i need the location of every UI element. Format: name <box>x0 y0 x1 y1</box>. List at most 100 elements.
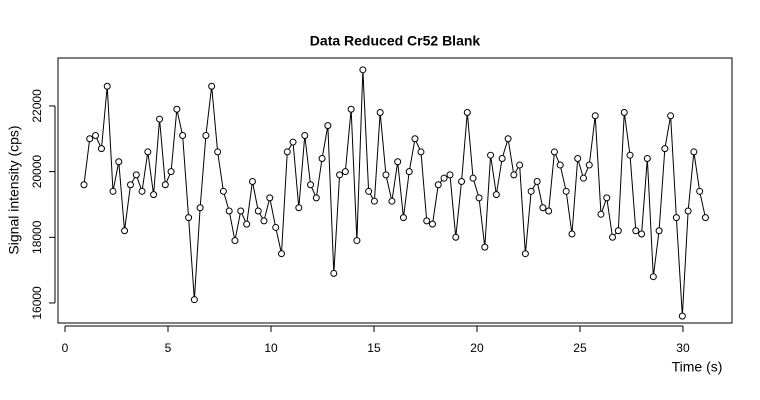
data-point <box>539 204 547 212</box>
data-point <box>603 194 611 202</box>
data-point <box>260 217 268 225</box>
data-point <box>91 131 99 139</box>
x-tick-label: 30 <box>676 341 690 355</box>
x-tick-label: 25 <box>573 341 587 355</box>
data-point <box>672 214 680 222</box>
data-point <box>405 168 413 176</box>
data-point <box>643 154 651 162</box>
data-point <box>632 227 640 235</box>
data-point <box>370 197 378 205</box>
data-point <box>376 109 384 117</box>
data-point <box>701 214 709 222</box>
data-point <box>115 158 123 166</box>
data-point <box>579 174 587 182</box>
data-point <box>492 191 500 199</box>
data-point <box>434 181 442 189</box>
data-point <box>156 115 164 123</box>
data-point <box>97 145 105 153</box>
data-point <box>638 230 646 238</box>
data-point <box>121 227 129 235</box>
data-point <box>591 112 599 120</box>
data-point <box>417 148 425 156</box>
data-point <box>237 207 245 215</box>
data-point <box>307 181 315 189</box>
y-tick-label: 22000 <box>30 89 44 123</box>
data-point <box>626 151 634 159</box>
data-point <box>469 174 477 182</box>
data-point <box>690 148 698 156</box>
data-point <box>655 227 663 235</box>
data-point <box>161 181 169 189</box>
x-tick-label: 0 <box>62 341 69 355</box>
data-point <box>458 177 466 185</box>
data-point <box>487 151 495 159</box>
x-axis-label: Time (s) <box>672 359 723 375</box>
data-point <box>597 210 605 218</box>
data-point <box>667 112 675 120</box>
data-point <box>289 138 297 146</box>
data-point <box>179 131 187 139</box>
data-point <box>324 122 332 130</box>
data-point <box>388 197 396 205</box>
data-point <box>498 154 506 162</box>
data-point <box>266 194 274 202</box>
data-point <box>173 105 181 113</box>
data-point <box>208 82 216 90</box>
data-point <box>481 243 489 251</box>
data-point <box>504 135 512 143</box>
chart-title: Data Reduced Cr52 Blank <box>310 33 481 49</box>
data-point <box>248 177 256 185</box>
data-point <box>568 230 576 238</box>
data-point <box>440 174 448 182</box>
data-point <box>219 187 227 195</box>
data-point <box>359 66 367 74</box>
plot-box <box>57 57 733 324</box>
data-point <box>562 187 570 195</box>
y-axis-label: Signal intensity (cps) <box>6 125 22 254</box>
data-point <box>301 131 309 139</box>
data-point <box>609 233 617 241</box>
data-point <box>109 187 117 195</box>
data-point <box>574 154 582 162</box>
data-point <box>318 154 326 162</box>
y-tick-label: 18000 <box>30 220 44 254</box>
data-point <box>214 148 222 156</box>
data-point <box>684 207 692 215</box>
data-point <box>614 227 622 235</box>
data-point <box>231 237 239 245</box>
data-point <box>463 109 471 117</box>
data-point <box>341 168 349 176</box>
data-point <box>382 171 390 179</box>
y-tick-label: 16000 <box>30 286 44 320</box>
x-tick-label: 10 <box>264 341 278 355</box>
data-point <box>243 220 251 228</box>
data-point <box>423 217 431 225</box>
data-point <box>190 296 198 304</box>
data-point <box>353 237 361 245</box>
data-point <box>649 273 657 281</box>
data-point <box>185 214 193 222</box>
data-point <box>103 82 111 90</box>
data-point <box>510 171 518 179</box>
data-point <box>452 233 460 241</box>
y-tick-label: 20000 <box>30 155 44 189</box>
data-point <box>428 220 436 228</box>
data-point <box>446 171 454 179</box>
data-point <box>144 148 152 156</box>
data-point <box>272 223 280 231</box>
data-point <box>225 207 233 215</box>
data-point <box>295 204 303 212</box>
data-point <box>661 145 669 153</box>
data-point <box>550 148 558 156</box>
data-point <box>127 181 135 189</box>
data-point <box>516 161 524 169</box>
data-point <box>196 204 204 212</box>
data-point <box>394 158 402 166</box>
data-point <box>150 191 158 199</box>
data-point <box>527 187 535 195</box>
data-point <box>678 312 686 320</box>
data-point <box>399 214 407 222</box>
x-tick-label: 20 <box>470 341 484 355</box>
data-point <box>556 161 564 169</box>
